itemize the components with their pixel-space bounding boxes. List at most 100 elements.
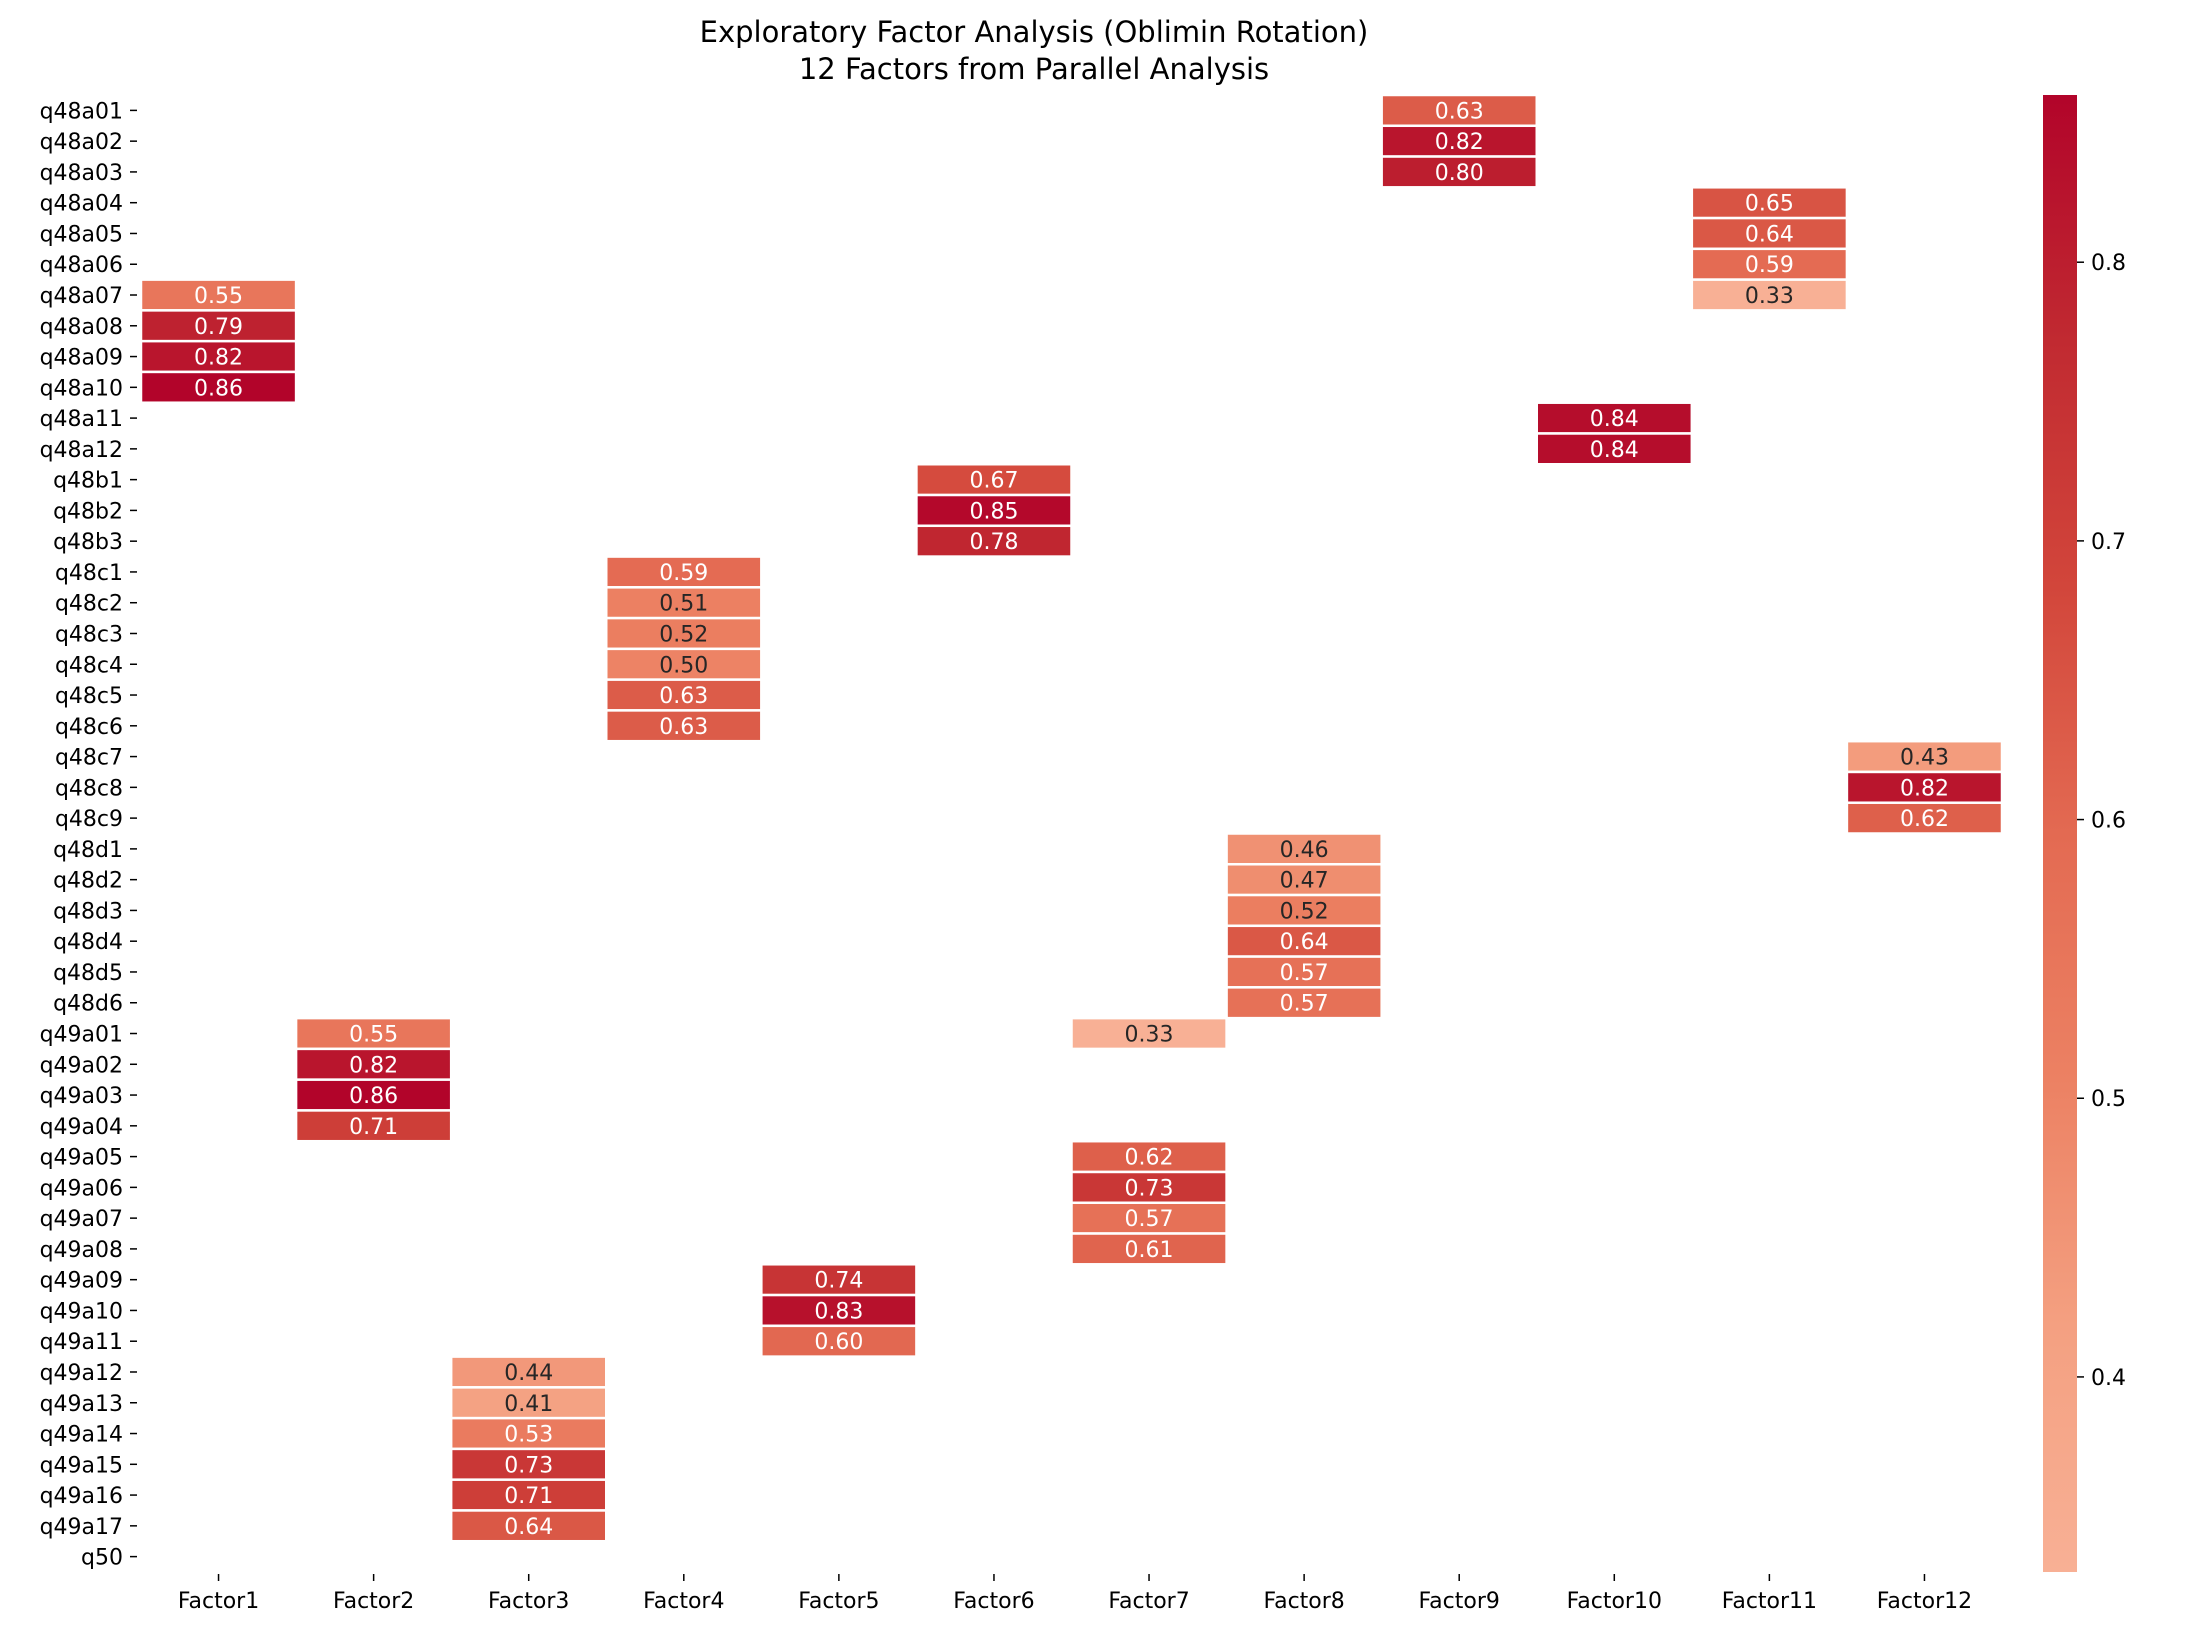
y-tick-label: q48c6 (55, 715, 123, 740)
x-tick-label: Factor11 (1722, 1589, 1817, 1614)
y-tick-label: q48c4 (55, 653, 123, 678)
cell-value-label: 0.33 (1745, 284, 1794, 309)
cell-value-label: 0.63 (659, 715, 708, 740)
cell-value-label: 0.55 (194, 284, 243, 309)
colorbar-tick-label: 0.6 (2091, 809, 2126, 834)
y-tick-label: q48c8 (55, 776, 123, 801)
cell-value-label: 0.64 (1280, 930, 1329, 955)
heatmap-cell (1070, 1016, 1228, 1051)
cell-value-label: 0.46 (1280, 838, 1329, 863)
y-tick-label: q48b1 (53, 469, 123, 494)
cell-value-label: 0.57 (1125, 1207, 1174, 1232)
cell-value-label: 0.61 (1125, 1238, 1174, 1263)
y-tick-label: q48c5 (55, 684, 123, 709)
cell-value-label: 0.63 (659, 684, 708, 709)
y-tick-label: q49a04 (40, 1115, 123, 1140)
heatmap-cell (1380, 155, 1538, 189)
y-tick-label: q48c3 (55, 622, 123, 647)
y-tick-label: q49a03 (40, 1084, 123, 1109)
cell-value-label: 0.67 (969, 469, 1018, 494)
y-tick-label: q49a02 (40, 1053, 123, 1078)
y-tick-label: q48c9 (55, 807, 123, 832)
x-axis: Factor1 Factor2 Factor3 Factor4 Factor5 Facto… (178, 1574, 1972, 1614)
y-tick-label: q48a06 (40, 253, 123, 278)
heatmap-cell (449, 1509, 608, 1543)
cell-value-label: 0.43 (1900, 746, 1949, 771)
cell-value-label: 0.33 (1125, 1023, 1174, 1048)
colorbar-gradient (2043, 95, 2077, 1572)
x-tick-label: Factor3 (488, 1589, 569, 1614)
x-tick-label: Factor2 (333, 1589, 414, 1614)
cell-value-label: 0.78 (969, 530, 1018, 555)
y-tick-label: q49a10 (40, 1299, 123, 1324)
cell-value-label: 0.85 (969, 499, 1018, 524)
x-tick-label: Factor12 (1877, 1589, 1972, 1614)
cell-value-label: 0.82 (194, 346, 243, 371)
colorbar-tick-label: 0.7 (2091, 530, 2126, 555)
y-axis: q48a01 q48a02 q48a03 q48a04 q48a05 q48a06 q48a… (40, 99, 137, 1571)
y-tick-label: q48a05 (40, 222, 123, 247)
heatmap-cell (1070, 1201, 1228, 1235)
cell-value-label: 0.62 (1900, 807, 1949, 832)
y-tick-label: q48a08 (40, 315, 123, 340)
cell-value-label: 0.82 (349, 1053, 398, 1078)
colorbar: 0.4 0.5 0.6 0.7 0.8 (2043, 95, 2126, 1572)
y-tick-label: q49a13 (40, 1392, 123, 1417)
y-tick-label: q48a10 (40, 376, 123, 401)
y-tick-label: q49a17 (40, 1515, 123, 1540)
y-tick-label: q48c2 (55, 592, 123, 617)
y-tick-label: q48b2 (53, 499, 123, 524)
x-tick-label: Factor4 (643, 1589, 724, 1614)
heatmap-cell (1845, 739, 2004, 774)
y-tick-label: q49a15 (40, 1453, 123, 1478)
x-tick-label: Factor8 (1263, 1589, 1344, 1614)
heatmap-cell (1690, 247, 1849, 281)
cell-value-label: 0.71 (504, 1484, 553, 1509)
heatmap-cell (605, 616, 763, 651)
y-tick-label: q49a05 (40, 1146, 123, 1171)
cell-value-label: 0.73 (1125, 1176, 1174, 1201)
cell-value-label: 0.86 (349, 1084, 398, 1109)
cell-value-label: 0.53 (504, 1423, 553, 1448)
heatmap-cell (294, 1109, 453, 1143)
y-tick-label: q48d5 (53, 961, 123, 986)
colorbar-tick-label: 0.8 (2091, 251, 2126, 276)
heatmap-cells (139, 93, 2004, 1543)
chart-title: Exploratory Factor Analysis (Oblimin Rot… (700, 15, 1369, 49)
x-tick-label: Factor10 (1567, 1589, 1662, 1614)
cell-value-label: 0.52 (659, 622, 708, 647)
y-tick-label: q49a14 (40, 1423, 123, 1448)
y-tick-label: q49a01 (40, 1023, 123, 1048)
cell-value-label: 0.73 (504, 1453, 553, 1478)
heatmap-cell (1535, 432, 1694, 466)
heatmap-cell (139, 370, 298, 404)
x-tick-label: Factor7 (1108, 1589, 1189, 1614)
heatmap-cell (1845, 770, 2004, 804)
cell-value-label: 0.80 (1435, 161, 1484, 186)
colorbar-tick-label: 0.4 (2091, 1366, 2126, 1391)
heatmap-cell (1535, 401, 1694, 435)
colorbar-tick-label: 0.5 (2091, 1087, 2126, 1112)
y-tick-label: q49a08 (40, 1238, 123, 1263)
heatmap-cell (449, 1386, 608, 1420)
y-tick-label: q49a11 (40, 1330, 123, 1355)
y-tick-label: q48a01 (40, 99, 123, 124)
y-tick-label: q48c1 (55, 561, 123, 586)
heatmap-cell (1690, 278, 1849, 312)
heatmap-cell (1070, 1139, 1228, 1174)
y-tick-label: q48d1 (53, 838, 123, 863)
y-tick-label: q49a07 (40, 1207, 123, 1232)
y-tick-label: q48a03 (40, 161, 123, 186)
cell-value-labels: 0.63 0.82 0.80 0.65 0.64 0.59 0.55 0.33 0.79 0.82… (194, 99, 1949, 1539)
cell-value-label: 0.44 (504, 1361, 553, 1386)
heatmap-cell (605, 647, 763, 681)
y-tick-label: q48a09 (40, 346, 123, 371)
y-tick-label: q49a06 (40, 1176, 123, 1201)
heatmap-cell (1225, 986, 1383, 1020)
heatmap-cell (1690, 186, 1849, 220)
cell-value-label: 0.41 (504, 1392, 553, 1417)
heatmap-cell (449, 1416, 608, 1451)
y-tick-label: q48c7 (55, 746, 123, 771)
y-tick-label: q48a07 (40, 284, 123, 309)
